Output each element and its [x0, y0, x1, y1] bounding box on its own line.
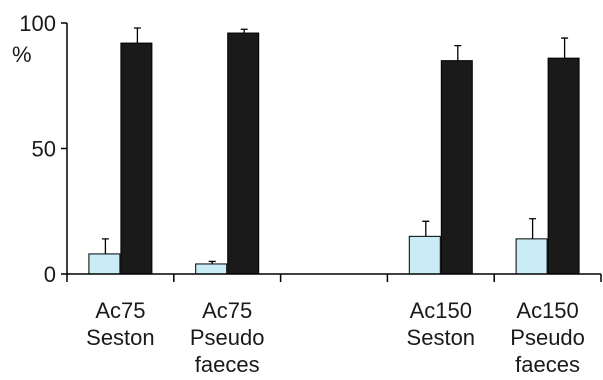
error-bar-series-2-group-4	[454, 44, 462, 61]
category-label-2: Ac75 Pseudo faeces	[190, 298, 265, 377]
bar-series-1-group-4	[408, 235, 441, 275]
error-bar-series-2-group-1	[133, 27, 141, 44]
category-label-5: Ac150 Pseudo faeces	[510, 298, 585, 377]
error-bar-series-1-group-4	[422, 220, 430, 237]
error-bar-series-2-group-5	[561, 37, 569, 59]
y-tick-label-100: 100	[19, 11, 56, 36]
error-bar-series-1-group-1	[101, 238, 109, 254]
category-label-4: Ac150 Seston	[407, 298, 476, 350]
y-tick-label-50: 50	[32, 137, 56, 162]
error-bar-series-2-group-2	[240, 28, 248, 34]
bar-series-1-group-5	[515, 238, 548, 275]
bar-series-2-group-5	[547, 57, 580, 275]
bar-series-2-group-2	[227, 32, 260, 275]
bar-series-1-group-2	[195, 263, 228, 275]
bar-series-2-group-4	[440, 60, 473, 275]
category-label-1: Ac75 Seston	[86, 298, 155, 350]
chart-axes	[61, 22, 602, 282]
bar-series-1-group-1	[88, 253, 121, 275]
chart-labels: 0 50 100 Ac75 Seston Ac75 Pseudo faeces Ac150 Ses…	[19, 11, 585, 377]
error-bar-series-1-group-2	[208, 260, 216, 264]
bar-series-2-group-1	[120, 42, 153, 275]
chart-marks	[88, 27, 580, 275]
y-axis-unit: %	[12, 42, 32, 67]
y-tick-label-0: 0	[44, 262, 56, 287]
error-bar-series-1-group-5	[529, 218, 537, 239]
